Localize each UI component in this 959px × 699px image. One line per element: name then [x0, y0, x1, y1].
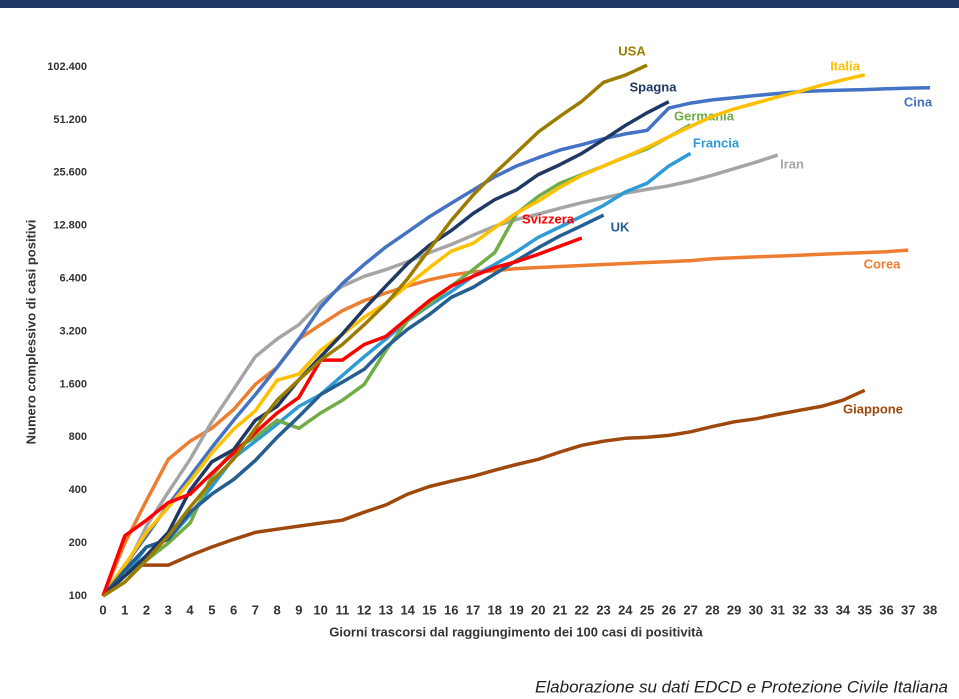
x-tick-label: 7 [252, 602, 259, 617]
y-tick-label: 102.400 [47, 61, 87, 73]
series-line [101, 388, 866, 598]
series-label: Cina [904, 94, 933, 109]
x-tick-label: 6 [230, 602, 237, 617]
series-line [101, 236, 583, 597]
series-line [101, 85, 931, 598]
series-label: Giappone [843, 401, 903, 416]
series-line [101, 213, 605, 598]
x-tick-label: 3 [165, 602, 172, 617]
x-tick-label: 25 [640, 602, 654, 617]
x-tick-label: 17 [466, 602, 480, 617]
x-tick-label: 22 [575, 602, 589, 617]
x-tick-label: 10 [313, 602, 327, 617]
series-line [101, 123, 692, 598]
x-tick-label: 23 [596, 602, 610, 617]
x-tick-label: 5 [208, 602, 215, 617]
series-label: Svizzera [522, 211, 575, 226]
y-tick-label: 51.200 [53, 114, 87, 126]
x-tick-label: 1 [121, 602, 128, 617]
x-tick-label: 36 [879, 602, 893, 617]
x-tick-label: 19 [509, 602, 523, 617]
series-label: Spagna [630, 79, 678, 94]
x-tick-label: 14 [400, 602, 415, 617]
x-tick-label: 37 [901, 602, 915, 617]
x-tick-label: 33 [814, 602, 828, 617]
x-tick-label: 24 [618, 602, 633, 617]
series-label: Italia [830, 58, 860, 73]
series-label: Iran [780, 156, 804, 171]
y-tick-label: 12.800 [53, 220, 87, 232]
x-axis-title: Giorni trascorsi dal raggiungimento dei … [329, 624, 703, 639]
series-line [102, 63, 648, 598]
series-line [101, 100, 670, 598]
x-tick-label: 16 [444, 602, 458, 617]
y-tick-label: 100 [69, 590, 87, 602]
x-tick-label: 30 [749, 602, 763, 617]
x-tick-label: 15 [422, 602, 436, 617]
x-tick-label: 34 [836, 602, 851, 617]
x-tick-label: 18 [488, 602, 502, 617]
y-tick-label: 800 [69, 431, 87, 443]
x-tick-label: 29 [727, 602, 741, 617]
y-tick-label: 6.400 [59, 273, 87, 285]
x-tick-label: 9 [295, 602, 302, 617]
source-note: Elaborazione su dati EDCD e Protezione C… [535, 677, 948, 696]
x-tick-label: 35 [857, 602, 871, 617]
series-label: Francia [693, 135, 740, 150]
x-tick-label: 12 [357, 602, 371, 617]
y-tick-label: 3.200 [59, 325, 87, 337]
y-tick-label: 1.600 [59, 378, 87, 390]
x-tick-label: 26 [662, 602, 676, 617]
x-tick-label: 8 [273, 602, 280, 617]
y-tick-label: 200 [69, 537, 87, 549]
x-tick-label: 13 [379, 602, 393, 617]
series-line [101, 151, 692, 598]
series-label: USA [618, 43, 646, 58]
x-tick-label: 2 [143, 602, 150, 617]
series-line [101, 153, 779, 598]
x-tick-label: 27 [683, 602, 697, 617]
x-tick-label: 4 [186, 602, 194, 617]
series-line [101, 248, 909, 597]
series-label: Corea [864, 256, 902, 271]
x-tick-label: 32 [792, 602, 806, 617]
y-tick-label: 400 [69, 484, 87, 496]
series-label: UK [611, 219, 630, 234]
x-tick-label: 28 [705, 602, 719, 617]
x-tick-label: 31 [770, 602, 784, 617]
x-tick-label: 11 [336, 602, 350, 617]
x-tick-label: 21 [553, 602, 567, 617]
x-tick-label: 0 [99, 602, 106, 617]
x-tick-label: 20 [531, 602, 545, 617]
y-tick-label: 25.600 [53, 167, 87, 179]
series-line [101, 73, 866, 598]
x-tick-label: 38 [923, 602, 937, 617]
header-bar [0, 0, 959, 8]
y-axis-title: Numero complessivo di casi positivi [23, 220, 38, 445]
